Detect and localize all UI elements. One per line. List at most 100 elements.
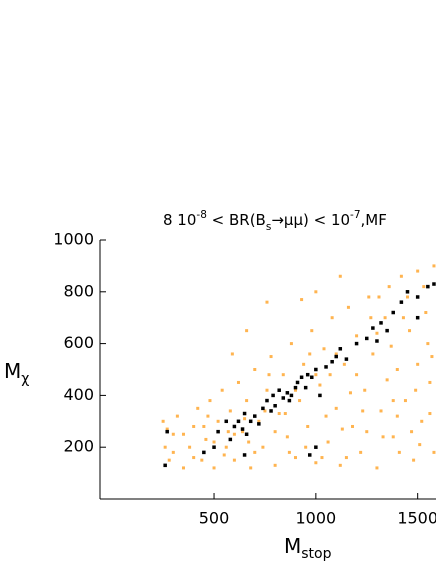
point xyxy=(257,419,261,423)
text-segment: M xyxy=(284,534,301,558)
point xyxy=(196,406,200,410)
point xyxy=(253,450,257,454)
text-segment: -7 xyxy=(350,209,360,221)
point xyxy=(314,445,318,449)
point xyxy=(307,453,312,457)
point xyxy=(299,375,304,380)
point xyxy=(385,328,389,333)
point xyxy=(242,453,247,457)
point xyxy=(181,466,185,470)
x-tick-label: 500 xyxy=(199,509,230,528)
point xyxy=(338,274,342,278)
point xyxy=(247,440,251,444)
x-axis-label: Mstop xyxy=(284,534,332,562)
point xyxy=(379,321,383,325)
point xyxy=(395,368,399,371)
point xyxy=(381,435,385,439)
point xyxy=(271,393,275,398)
point xyxy=(338,463,342,467)
point xyxy=(314,461,318,465)
point xyxy=(208,399,212,403)
point xyxy=(216,419,220,423)
point xyxy=(253,368,257,371)
text-segment: ,MF xyxy=(361,211,387,229)
point xyxy=(285,435,289,439)
point xyxy=(385,378,389,382)
point xyxy=(334,406,338,410)
y-tick-label: 200 xyxy=(63,437,94,456)
point xyxy=(257,422,261,426)
text-segment: M xyxy=(4,359,21,383)
point xyxy=(416,362,420,366)
point xyxy=(265,388,269,392)
point xyxy=(165,427,169,431)
y-tick-label: 600 xyxy=(63,333,94,352)
point xyxy=(430,355,434,359)
point xyxy=(293,388,297,392)
point xyxy=(401,316,405,320)
point xyxy=(281,373,285,377)
point xyxy=(248,419,253,424)
point xyxy=(273,404,277,408)
point xyxy=(163,445,167,449)
point xyxy=(304,445,308,449)
point xyxy=(310,375,314,380)
text-segment: →μμ) < 10 xyxy=(271,211,350,229)
point xyxy=(375,466,379,470)
point xyxy=(249,466,253,470)
point xyxy=(412,458,416,462)
y-tick-label: 800 xyxy=(63,281,94,300)
point xyxy=(300,298,304,302)
point xyxy=(397,450,401,454)
point xyxy=(303,385,308,390)
point xyxy=(269,409,273,413)
point xyxy=(422,285,426,289)
point xyxy=(240,427,245,431)
point xyxy=(391,310,395,315)
point xyxy=(391,435,395,439)
point xyxy=(428,380,432,384)
text-segment: -8 xyxy=(196,209,206,221)
point xyxy=(310,329,314,333)
point xyxy=(293,385,298,390)
text-segment: χ xyxy=(21,371,29,387)
point xyxy=(426,342,430,346)
point xyxy=(354,341,359,346)
point xyxy=(269,355,273,359)
plot-area: 200 400 600 800 1000 500 1000 1500 xyxy=(53,230,436,528)
point xyxy=(228,409,232,413)
point xyxy=(405,295,409,299)
point xyxy=(361,409,365,413)
point xyxy=(375,339,379,343)
y-axis-label: Mχ xyxy=(4,359,29,387)
point xyxy=(395,414,399,418)
point xyxy=(243,417,247,421)
point xyxy=(322,347,326,351)
point xyxy=(212,440,216,444)
point xyxy=(236,419,241,424)
point xyxy=(261,406,265,411)
point xyxy=(302,362,306,366)
point xyxy=(236,380,240,384)
point xyxy=(265,300,269,304)
x-tick-label: 1500 xyxy=(397,509,436,528)
point xyxy=(242,411,247,416)
x-tick-label: 1000 xyxy=(295,509,336,528)
point xyxy=(320,456,324,460)
point xyxy=(328,373,332,377)
chart-title: 8 10-8 < BR(Bs→μμ) < 10-7,MF xyxy=(163,209,387,233)
point xyxy=(226,430,230,434)
point xyxy=(253,414,257,418)
point xyxy=(263,409,267,413)
point xyxy=(192,456,196,460)
point xyxy=(318,383,322,387)
point xyxy=(232,458,236,462)
point xyxy=(344,357,349,361)
point xyxy=(192,424,196,428)
point xyxy=(330,359,334,364)
point xyxy=(432,264,436,268)
point xyxy=(324,414,328,418)
point xyxy=(261,445,265,449)
point xyxy=(426,284,430,289)
